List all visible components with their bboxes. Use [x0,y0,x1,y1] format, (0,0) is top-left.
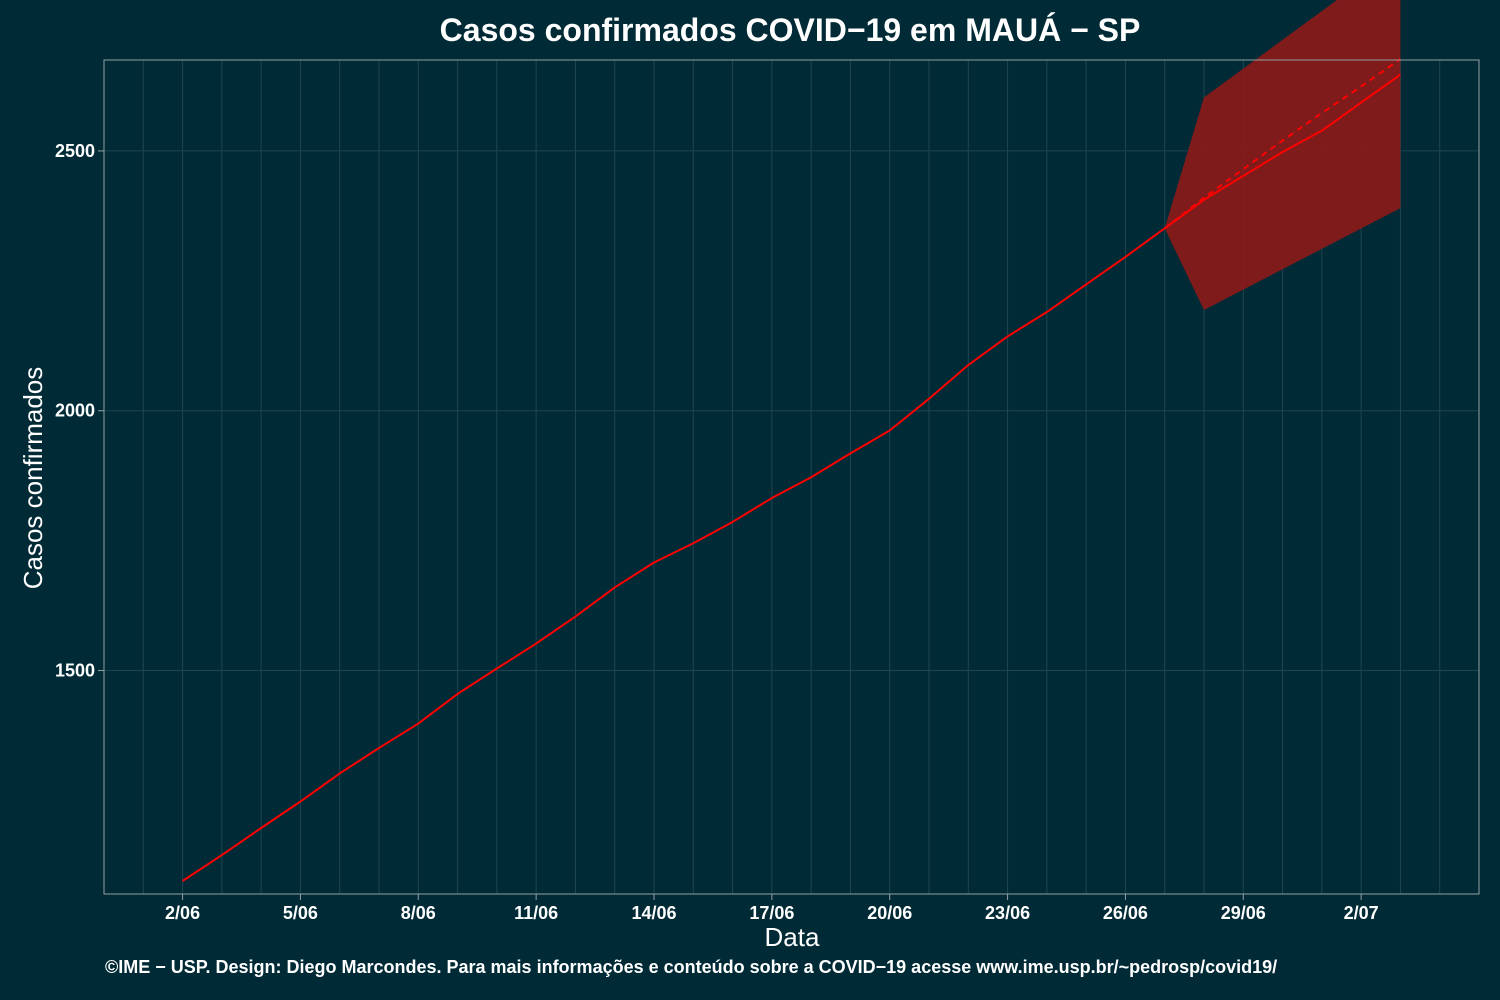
x-tick-label: 26/06 [1103,903,1148,923]
band-layer [1164,0,1401,310]
forecast-line [1164,58,1402,230]
x-tick-label: 2/07 [1344,903,1379,923]
panel-border [103,59,1480,895]
x-tick-label: 11/06 [514,903,558,923]
chart-title: Casos confirmados COVID−19 em MAUÁ − SP [439,12,1141,48]
x-tick-label: 23/06 [985,903,1030,923]
x-tick-label: 20/06 [867,903,912,923]
confirmed-cases-line [182,73,1402,882]
prediction-band [1164,0,1401,310]
x-axis: 2/06 5/06 8/06 11/06 14/06 17/06 20/06 23/06 26/… [165,894,1379,923]
y-axis: 1500 2000 2500 [55,141,104,681]
x-tick-label: 5/06 [283,903,318,923]
x-axis-title: Data [765,922,820,952]
footer-credit: ©IME − USP. Design: Diego Marcondes. Par… [105,957,1278,977]
x-tick-label: 29/06 [1221,903,1266,923]
x-tick-label: 17/06 [749,903,794,923]
x-tick-label: 14/06 [631,903,676,923]
y-tick-label: 1500 [55,661,95,681]
lines-layer [182,58,1402,882]
y-tick-label: 2000 [55,401,95,421]
y-axis-title: Casos confirmados [18,367,48,590]
x-tick-label: 2/06 [165,903,200,923]
x-tick-label: 8/06 [401,903,436,923]
grid-layer [104,60,1479,894]
y-tick-label: 2500 [55,141,95,161]
